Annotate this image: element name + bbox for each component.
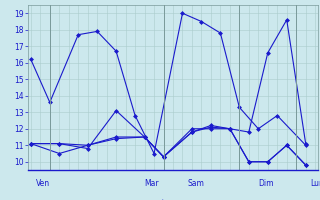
Text: Lun: Lun [310, 179, 320, 188]
Text: Sam: Sam [187, 179, 204, 188]
Text: Dim: Dim [258, 179, 274, 188]
Text: Mar: Mar [145, 179, 159, 188]
Text: Ven: Ven [36, 179, 50, 188]
